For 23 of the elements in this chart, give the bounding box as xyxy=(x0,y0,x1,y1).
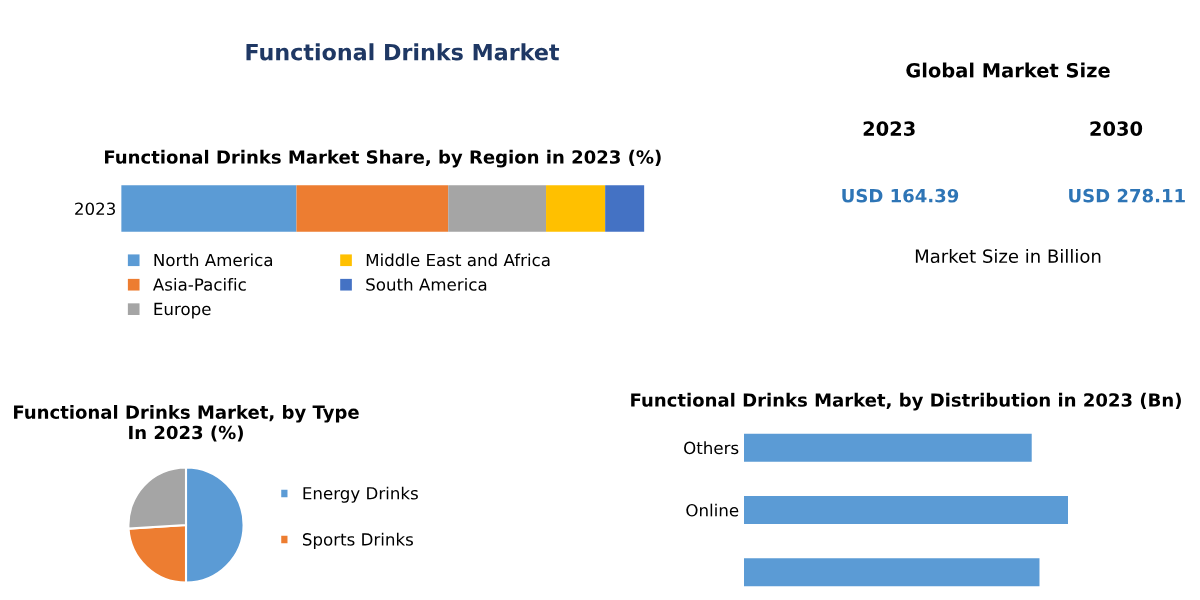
legend-label: South America xyxy=(366,277,487,291)
bar xyxy=(296,185,449,232)
text: 2030 xyxy=(1090,121,1143,136)
text: USD 164.39 xyxy=(842,188,959,203)
legend-label: Middle East and Africa xyxy=(366,253,550,267)
legend-label: Sports Drinks xyxy=(302,532,413,549)
text: Functional Drinks Market xyxy=(246,43,560,61)
legend-label: Energy Drinks xyxy=(303,486,418,503)
bar xyxy=(546,185,606,232)
text: Market Size in Billion xyxy=(915,249,1101,263)
y-tick-label: Online xyxy=(686,503,739,517)
legend-label: Asia-Pacific xyxy=(153,277,246,291)
legend-label: Europe xyxy=(154,302,211,319)
legend-label: North America xyxy=(154,253,273,267)
text: USD 278.11 xyxy=(1069,188,1185,203)
bar xyxy=(448,185,547,232)
text: 2023 xyxy=(75,202,115,216)
text: Functional Drinks Market Share, by Region in 2023 (%) xyxy=(105,149,661,168)
chart-title: Functional Drinks Market, by Distribution in 2023 (Bn) xyxy=(631,392,1181,411)
bar xyxy=(605,185,645,232)
chart-title: Functional Drinks Market, by Type In 2023 (%) xyxy=(14,405,359,442)
y-tick-label: Others xyxy=(684,441,739,455)
text: Global Market Size xyxy=(906,62,1110,78)
